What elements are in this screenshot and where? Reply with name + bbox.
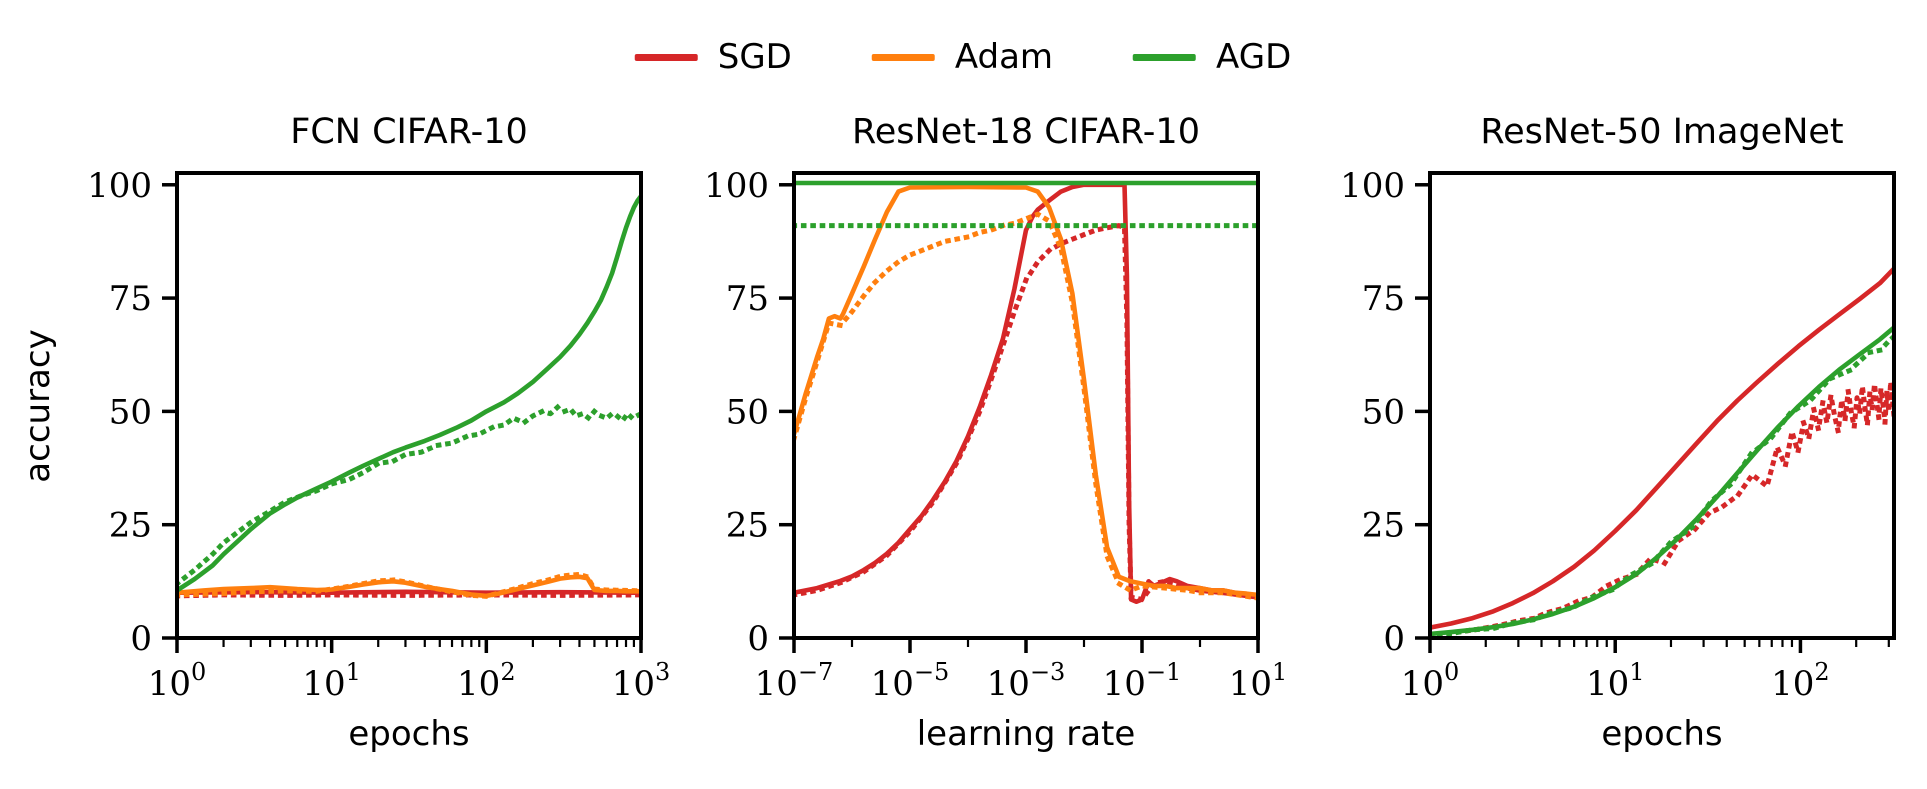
x-tick-label: 101 [302,658,361,704]
y-tick-label: 100 [704,166,769,206]
y-tick-label: 50 [109,392,152,432]
legend-label-sgd: SGD [717,37,792,77]
plot3-title: ResNet-50 ImageNet [1480,112,1844,152]
y-tick-label: 0 [130,619,152,659]
legend: SGD Adam AGD [634,37,1291,77]
legend-label-agd: AGD [1216,37,1292,77]
curve-sgd-train [177,589,641,595]
plot2-x-axis-label: learning rate [916,714,1136,754]
curve-sgd-test [794,223,1258,602]
curve-sgd-test [177,592,641,599]
y-tick-label: 0 [747,619,769,659]
plot-2-frame [792,171,1260,640]
y-tick-label: 75 [726,279,769,319]
y-axis-label: accuracy [18,329,58,483]
plot-3-frame [1428,171,1896,640]
legend-line-adam-icon [871,53,935,61]
x-tick-label: 10−3 [987,658,1066,704]
curve-adam-train [794,184,1258,598]
x-tick-label: 10−5 [871,658,950,704]
legend-label-adam: Adam [954,37,1054,77]
y-tick-label: 50 [726,392,769,432]
legend-line-sgd-icon [634,53,698,61]
x-tick-label: 10−1 [1103,658,1182,704]
plot-2-series [794,180,1258,604]
x-tick-label: 101 [1586,658,1645,704]
curve-agd-test [177,404,641,587]
x-tick-label: 102 [1771,658,1830,704]
x-tick-label: 100 [148,658,207,704]
curve-sgd-test [1430,379,1894,638]
x-tick-label: 10−7 [755,658,834,704]
x-tick-label: 102 [457,658,516,704]
y-tick-label: 75 [109,279,152,319]
y-tick-label: 25 [109,506,152,546]
y-tick-label: 50 [1362,392,1405,432]
y-tick-label: 25 [1362,506,1405,546]
y-tick-label: 100 [87,166,152,206]
x-tick-label: 100 [1401,658,1460,704]
curve-agd-train [177,193,641,593]
curve-agd-test [1430,333,1894,637]
plot-3-series [1430,266,1894,638]
x-tick-label: 101 [1229,658,1288,704]
plot-1-series [177,193,641,599]
y-tick-label: 100 [1340,166,1405,206]
plot2-title: ResNet-18 CIFAR-10 [852,112,1200,152]
legend-line-agd-icon [1133,53,1197,61]
y-tick-label: 75 [1362,279,1405,319]
plot-1-frame [175,171,643,640]
curve-sgd-train [794,182,1258,604]
legend-item-agd: AGD [1133,40,1291,74]
curve-adam-test [177,572,641,599]
y-tick-label: 25 [726,506,769,546]
curve-sgd-train [1430,266,1894,630]
plot1-x-axis-label: epochs [348,714,470,754]
curve-adam-test [794,211,1258,601]
y-tick-label: 0 [1383,619,1405,659]
legend-item-sgd: SGD [634,37,792,77]
plot3-x-axis-label: epochs [1601,714,1723,754]
x-tick-label: 103 [612,658,671,704]
legend-item-adam: Adam [871,37,1054,77]
plot1-title: FCN CIFAR-10 [290,112,528,152]
